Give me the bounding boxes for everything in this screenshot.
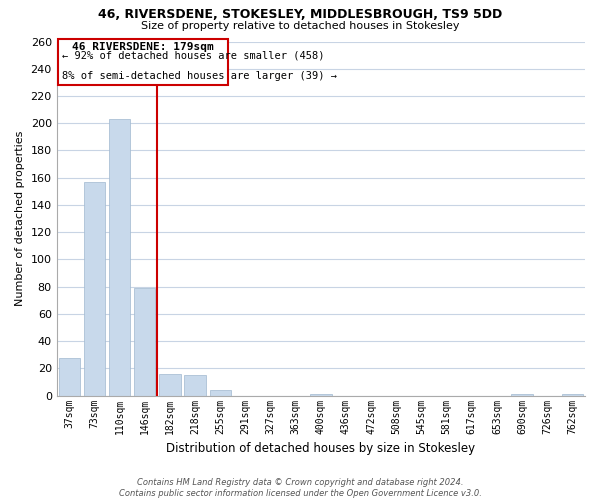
Bar <box>310 394 332 396</box>
Text: 8% of semi-detached houses are larger (39) →: 8% of semi-detached houses are larger (3… <box>62 71 337 81</box>
FancyBboxPatch shape <box>58 39 228 85</box>
Bar <box>562 394 583 396</box>
Text: ← 92% of detached houses are smaller (458): ← 92% of detached houses are smaller (45… <box>62 50 324 60</box>
X-axis label: Distribution of detached houses by size in Stokesley: Distribution of detached houses by size … <box>166 442 475 455</box>
Bar <box>159 374 181 396</box>
Text: 46 RIVERSDENE: 179sqm: 46 RIVERSDENE: 179sqm <box>72 42 214 51</box>
Y-axis label: Number of detached properties: Number of detached properties <box>15 131 25 306</box>
Bar <box>184 375 206 396</box>
Bar <box>134 288 155 396</box>
Bar <box>84 182 105 396</box>
Text: Contains HM Land Registry data © Crown copyright and database right 2024.
Contai: Contains HM Land Registry data © Crown c… <box>119 478 481 498</box>
Text: Size of property relative to detached houses in Stokesley: Size of property relative to detached ho… <box>141 21 459 31</box>
Bar <box>511 394 533 396</box>
Bar <box>59 358 80 396</box>
Bar <box>109 119 130 396</box>
Text: 46, RIVERSDENE, STOKESLEY, MIDDLESBROUGH, TS9 5DD: 46, RIVERSDENE, STOKESLEY, MIDDLESBROUGH… <box>98 8 502 20</box>
Bar <box>209 390 231 396</box>
